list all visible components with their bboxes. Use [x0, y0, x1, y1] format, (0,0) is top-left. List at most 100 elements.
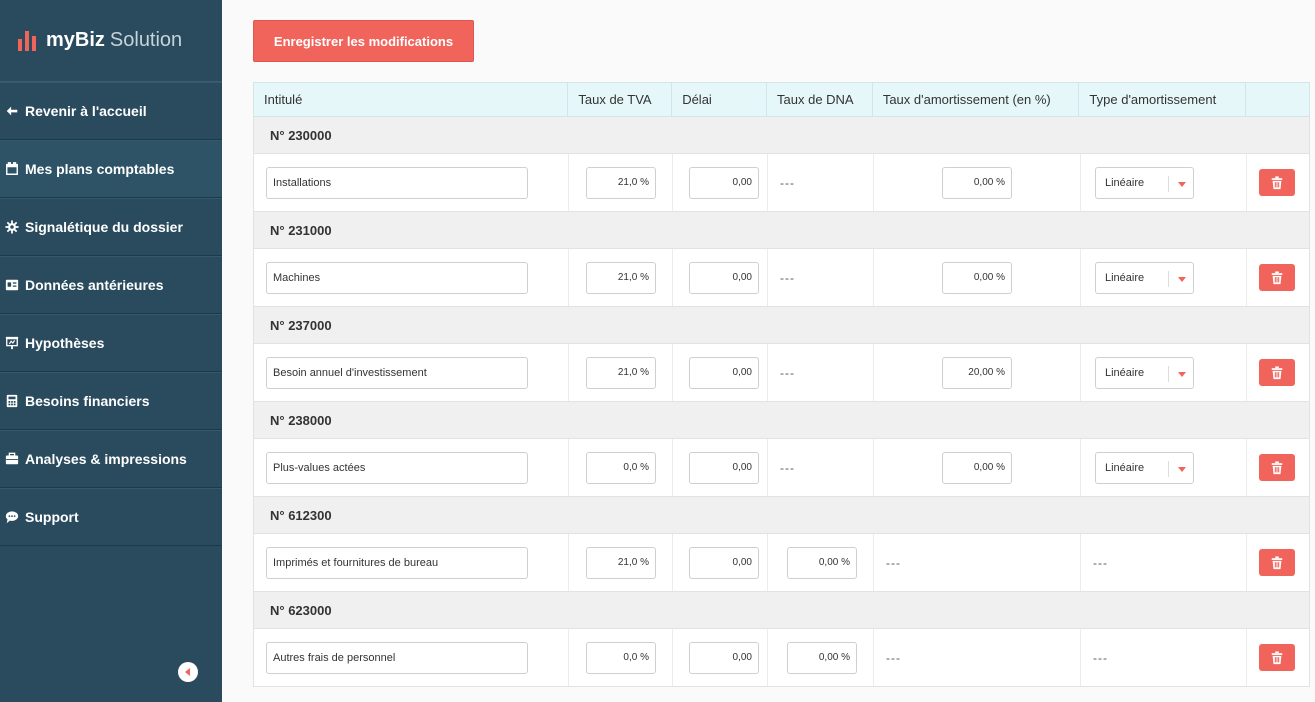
table-row: Autres frais de personnel 0,0 % 0,00 0,0…	[253, 629, 1310, 687]
table-row: Machines 21,0 % 0,00 --- 0,00 % Linéaire	[253, 249, 1310, 307]
caret-down-icon	[1178, 276, 1186, 282]
trash-icon	[1271, 650, 1283, 664]
sidebar-item-besoins-financiers[interactable]: Besoins financiers	[0, 372, 222, 430]
trash-icon	[1271, 460, 1283, 474]
taux-dna-input[interactable]: 0,00 %	[787, 546, 857, 579]
delai-input[interactable]: 0,00	[689, 261, 759, 294]
taux-amortissement-input[interactable]: 0,00 %	[942, 451, 1012, 484]
save-button[interactable]: Enregistrer les modifications	[253, 20, 474, 62]
table-row: Installations 21,0 % 0,00 --- 0,00 % Lin…	[253, 154, 1310, 212]
table-row: Besoin annuel d'investissement 21,0 % 0,…	[253, 344, 1310, 402]
bar-chart-logo-icon	[18, 30, 36, 51]
caret-left-icon	[185, 668, 190, 676]
gear-icon	[4, 219, 20, 235]
select-value: Linéaire	[1105, 176, 1145, 189]
brand[interactable]: myBiz Solution	[0, 0, 222, 82]
brand-name: myBiz	[46, 29, 105, 51]
taux-tva-input[interactable]: 0,0 %	[586, 451, 656, 484]
sidebar-item-accueil[interactable]: Revenir à l'accueil	[0, 82, 222, 140]
taux-dna-empty: ---	[780, 460, 795, 475]
select-value: Linéaire	[1105, 366, 1145, 379]
delete-button[interactable]	[1259, 169, 1295, 196]
type-amortissement-select[interactable]: Linéaire	[1095, 166, 1194, 199]
collapse-sidebar-button[interactable]	[178, 662, 198, 682]
sidebar-item-label: Revenir à l'accueil	[25, 103, 147, 119]
id-card-icon	[4, 277, 20, 293]
sidebar-item-label: Mes plans comptables	[25, 161, 175, 177]
intitule-input[interactable]: Plus-values actées	[266, 451, 528, 484]
intitule-input[interactable]: Installations	[266, 166, 528, 199]
taux-dna-input[interactable]: 0,00 %	[787, 641, 857, 674]
delai-input[interactable]: 0,00	[689, 546, 759, 579]
brand-suffix: Solution	[109, 29, 183, 51]
column-header-taux-dna: Taux de DNA	[767, 83, 873, 116]
taux-amortissement-input[interactable]: 0,00 %	[942, 166, 1012, 199]
taux-tva-input[interactable]: 21,0 %	[586, 546, 656, 579]
table-row: Imprimés et fournitures de bureau 21,0 %…	[253, 534, 1310, 592]
taux-amortissement-empty: ---	[886, 650, 901, 665]
intitule-input[interactable]: Imprimés et fournitures de bureau	[266, 546, 528, 579]
intitule-input[interactable]: Besoin annuel d'investissement	[266, 356, 528, 389]
sidebar-item-label: Besoins financiers	[25, 393, 150, 409]
delai-input[interactable]: 0,00	[689, 641, 759, 674]
chat-bubble-icon	[4, 509, 20, 525]
sidebar-item-label: Support	[25, 509, 79, 525]
select-value: Linéaire	[1105, 461, 1145, 474]
delai-input[interactable]: 0,00	[689, 356, 759, 389]
account-group-header: N° 238000	[253, 402, 1310, 439]
delai-input[interactable]: 0,00	[689, 166, 759, 199]
delete-button[interactable]	[1259, 454, 1295, 481]
type-amortissement-select[interactable]: Linéaire	[1095, 261, 1194, 294]
account-group-header: N° 612300	[253, 497, 1310, 534]
taux-tva-input[interactable]: 21,0 %	[586, 261, 656, 294]
calculator-icon	[4, 393, 20, 409]
presentation-icon	[4, 335, 20, 351]
delai-input[interactable]: 0,00	[689, 451, 759, 484]
calendar-icon	[4, 161, 20, 177]
type-amortissement-select[interactable]: Linéaire	[1095, 356, 1194, 389]
sidebar-item-analyses-impressions[interactable]: Analyses & impressions	[0, 430, 222, 488]
caret-down-icon	[1178, 181, 1186, 187]
taux-tva-input[interactable]: 0,0 %	[586, 641, 656, 674]
sidebar-item-plans-comptables[interactable]: Mes plans comptables	[0, 140, 222, 198]
taux-dna-empty: ---	[780, 175, 795, 190]
taux-tva-input[interactable]: 21,0 %	[586, 356, 656, 389]
intitule-input[interactable]: Autres frais de personnel	[266, 641, 528, 674]
type-amortissement-empty: ---	[1093, 650, 1108, 665]
delete-button[interactable]	[1259, 644, 1295, 671]
delete-button[interactable]	[1259, 549, 1295, 576]
taux-tva-input[interactable]: 21,0 %	[586, 166, 656, 199]
taux-dna-empty: ---	[780, 365, 795, 380]
caret-down-icon	[1178, 466, 1186, 472]
account-group-header: N° 230000	[253, 117, 1310, 154]
column-header-taux-amortissement: Taux d'amortissement (en %)	[873, 83, 1080, 116]
sidebar-item-support[interactable]: Support	[0, 488, 222, 546]
main-content: Intitulé Taux de TVA Délai Taux de DNA T…	[222, 82, 1315, 702]
intitule-input[interactable]: Machines	[266, 261, 528, 294]
trash-icon	[1271, 555, 1283, 569]
accounts-table: Intitulé Taux de TVA Délai Taux de DNA T…	[253, 82, 1310, 687]
sidebar-item-hypotheses[interactable]: Hypothèses	[0, 314, 222, 372]
arrow-left-icon	[4, 103, 20, 119]
column-header-actions	[1246, 83, 1309, 116]
trash-icon	[1271, 365, 1283, 379]
column-header-delai: Délai	[672, 83, 768, 116]
taux-amortissement-empty: ---	[886, 555, 901, 570]
type-amortissement-select[interactable]: Linéaire	[1095, 451, 1194, 484]
account-group-header: N° 231000	[253, 212, 1310, 249]
sidebar-item-label: Signalétique du dossier	[25, 219, 183, 235]
taux-amortissement-input[interactable]: 20,00 %	[942, 356, 1012, 389]
delete-button[interactable]	[1259, 359, 1295, 386]
taux-amortissement-input[interactable]: 0,00 %	[942, 261, 1012, 294]
account-group-header: N° 237000	[253, 307, 1310, 344]
delete-button[interactable]	[1259, 264, 1295, 291]
table-row: Plus-values actées 0,0 % 0,00 --- 0,00 %…	[253, 439, 1310, 497]
sidebar: myBiz Solution Revenir à l'accueil Mes p…	[0, 0, 222, 702]
trash-icon	[1271, 270, 1283, 284]
type-amortissement-empty: ---	[1093, 555, 1108, 570]
toolbar: Enregistrer les modifications	[222, 0, 1315, 82]
briefcase-icon	[4, 451, 20, 467]
sidebar-item-signaletique[interactable]: Signalétique du dossier	[0, 198, 222, 256]
sidebar-item-donnees-anterieures[interactable]: Données antérieures	[0, 256, 222, 314]
sidebar-item-label: Hypothèses	[25, 335, 105, 351]
